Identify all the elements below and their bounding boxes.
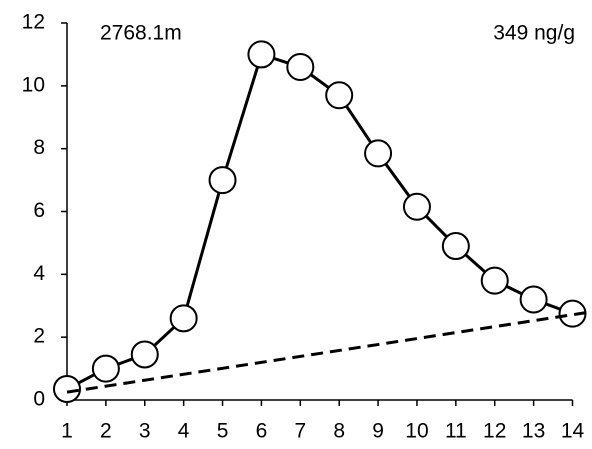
x-tick-label: 4 <box>178 420 190 443</box>
line <box>66 52 574 391</box>
x-tick-label: 5 <box>217 420 229 443</box>
y-tick-label: 4 <box>33 262 45 285</box>
x-tick-label: 7 <box>294 420 306 443</box>
x-tick-label: 3 <box>139 420 151 443</box>
x-tick-label: 6 <box>256 420 268 443</box>
marker <box>208 166 237 195</box>
marker <box>364 139 393 168</box>
y-tick-label: 6 <box>33 199 45 222</box>
x-tick-label: 8 <box>333 420 345 443</box>
marker <box>480 266 509 295</box>
y-tick-label: 2 <box>33 325 45 348</box>
marker <box>247 40 276 69</box>
x-tick-label: 10 <box>405 420 428 443</box>
marker <box>53 375 81 404</box>
marker <box>519 285 548 314</box>
x-tick-label: 11 <box>445 420 467 443</box>
annotation: 349 ng/g <box>493 22 575 45</box>
x-tick-label: 1 <box>61 420 73 443</box>
marker <box>441 232 470 261</box>
x-tick-label: 9 <box>372 420 384 443</box>
y-tick-label: 10 <box>22 73 45 96</box>
marker <box>130 340 159 369</box>
x-tick-label: 13 <box>522 420 545 443</box>
x-tick-label: 12 <box>483 420 506 443</box>
marker <box>91 354 120 383</box>
marker <box>325 81 354 110</box>
baseline <box>66 310 591 394</box>
marker <box>402 192 431 221</box>
x-tick-label: 2 <box>100 420 112 443</box>
annotation: 2768.1m <box>100 22 182 45</box>
marker <box>286 52 315 81</box>
y-tick-label: 8 <box>33 136 45 159</box>
y-tick-label: 0 <box>33 388 45 411</box>
y-tick-label: 12 <box>22 11 45 34</box>
x-tick-label: 14 <box>561 420 585 443</box>
marker <box>169 304 198 333</box>
